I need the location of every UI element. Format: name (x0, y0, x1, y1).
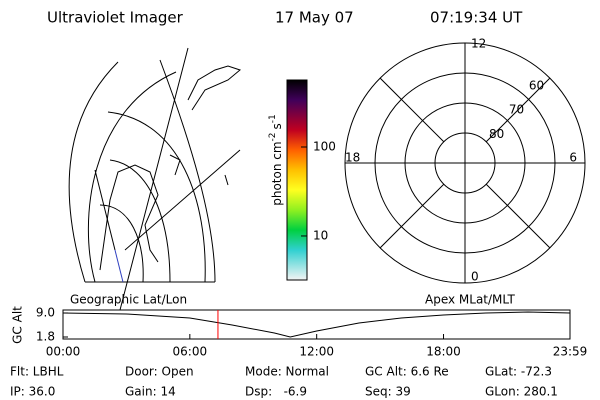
altitude-line (62, 311, 571, 338)
exponent: -2 (268, 132, 278, 141)
y-tick-label: 1.8 (36, 330, 55, 344)
latitude-label: 60 (529, 78, 544, 92)
x-tick-label: 06:00 (173, 345, 208, 359)
title: Ultraviolet Imager (47, 9, 184, 27)
x-tick-label: 23:59 (553, 345, 588, 359)
info-field: GC Alt: 6.6 Re (365, 365, 449, 379)
info-field: GLat: -72.3 (485, 365, 552, 379)
date: 17 May 07 (275, 9, 354, 27)
info-field: Dsp: -6.9 (245, 385, 307, 399)
colorbar-tick-label: 10 (313, 228, 328, 242)
mlt-spoke (485, 183, 551, 249)
x-tick-label: 18:00 (426, 345, 461, 359)
info-field: GLon: 280.1 (485, 385, 558, 399)
x-tick-label: 12:00 (299, 345, 334, 359)
x-tick-label: 00:00 (46, 345, 81, 359)
info-field: IP: 36.0 (10, 385, 55, 399)
mlt-spoke (379, 77, 445, 143)
mlt-spoke (379, 183, 445, 249)
mlt-label: 0 (471, 270, 479, 284)
polar-label: Apex MLat/MLT (425, 293, 515, 307)
line-chart: GC Alt 1.8 9.0 00:00 06:00 12:00 18:00 23:59 (11, 306, 588, 359)
colorbar-tick-label: 100 (313, 139, 336, 153)
unit: s (270, 123, 284, 129)
mlt-label: 6 (569, 151, 577, 165)
latitude-label: 80 (489, 127, 504, 141)
y-tick-label: 9.0 (36, 306, 55, 320)
info-panel: Flt: LBHL Door: Open Mode: Normal GC Alt: 6… (10, 365, 558, 399)
mlt-label: 12 (471, 37, 486, 51)
mlt-label: 18 (345, 151, 360, 165)
exponent: -1 (268, 114, 278, 123)
info-field: Flt: LBHL (10, 365, 64, 379)
colorbar-label: photon cm-2 s-1 (268, 114, 284, 206)
time: 07:19:34 UT (430, 9, 523, 27)
colorbar-scale (286, 79, 308, 281)
map: Geographic Lat/Lon (68, 47, 242, 311)
colorbar: photon cm-2 s-1 10 100 (268, 79, 336, 281)
mlt-spoke (485, 77, 551, 143)
info-field: Gain: 14 (125, 385, 176, 399)
unit: photon cm (270, 141, 284, 205)
map-label: Geographic Lat/Lon (70, 293, 187, 307)
info-field: Door: Open (125, 365, 194, 379)
info-field: Seq: 39 (365, 385, 411, 399)
info-field: Mode: Normal (245, 365, 329, 379)
y-axis-label: GC Alt (11, 306, 25, 344)
latitude-label: 70 (509, 103, 524, 117)
